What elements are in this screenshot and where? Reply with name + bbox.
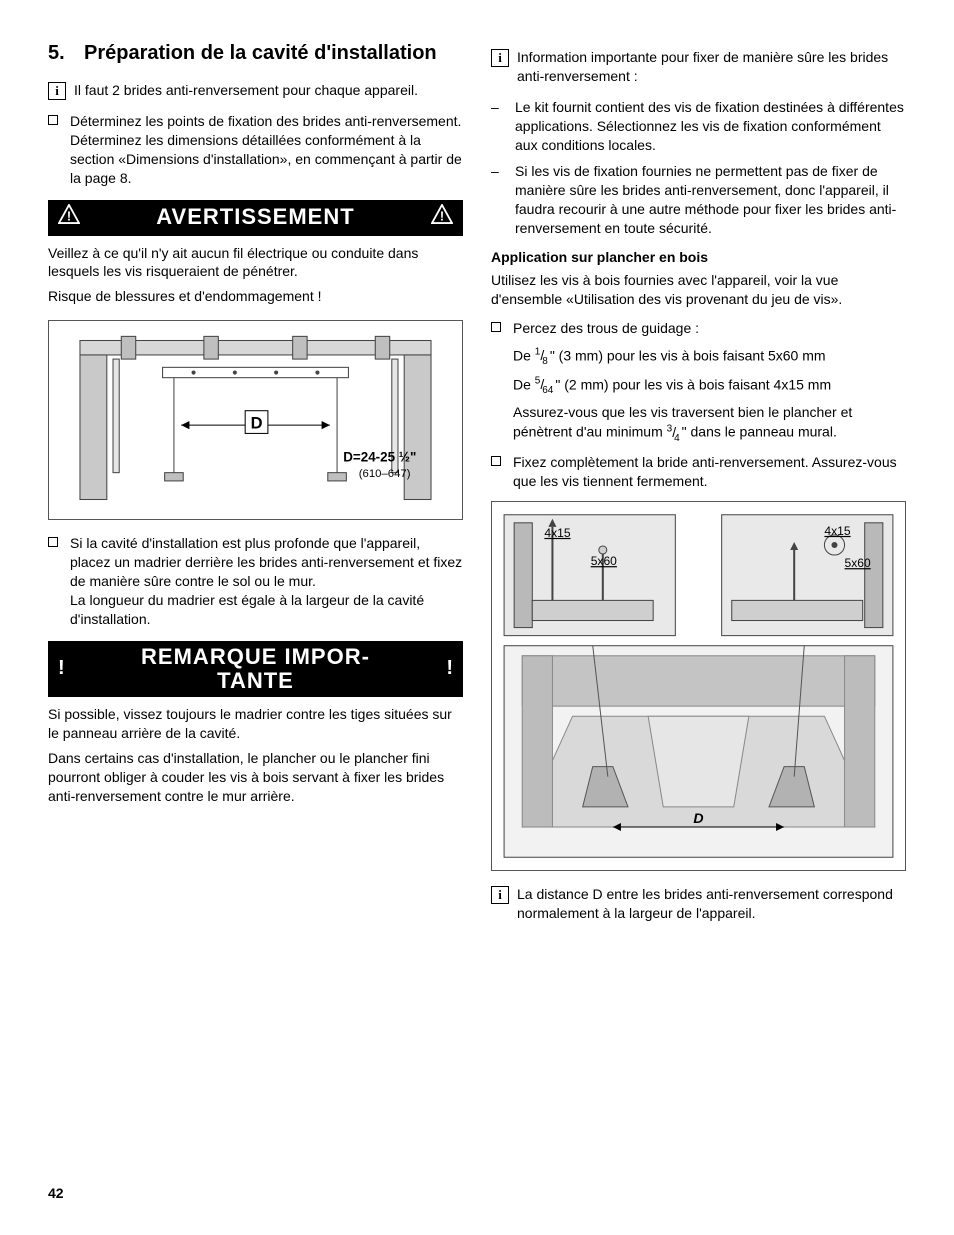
two-column-layout: 5. Préparation de la cavité d'installati… xyxy=(48,40,906,935)
checkbox-bullet-icon xyxy=(491,456,501,466)
info-text: Il faut 2 brides anti-renversement pour … xyxy=(74,81,463,100)
page-number: 42 xyxy=(48,1184,64,1203)
checklist-item-1: Déterminez les points de fixation des br… xyxy=(48,112,463,188)
checklist-item-3: Percez des trous de guidage : xyxy=(491,319,906,338)
bullet-sub: La longueur du madrier est égale à la la… xyxy=(70,591,463,629)
subheading-wood-floor: Application sur plancher en bois xyxy=(491,248,906,267)
info-icon: i xyxy=(48,82,66,100)
info-note-3: i La distance D entre les brides anti-re… xyxy=(491,885,906,923)
checkbox-bullet-icon xyxy=(48,115,58,125)
dash-text: Le kit fournit contient des vis de fixat… xyxy=(515,98,906,155)
fig1-d-sub: (610–647) xyxy=(359,468,411,480)
dash-text: Si les vis de fixation fournies ne perme… xyxy=(515,162,906,238)
bullet-sub: Déterminez les dimensions détaillées con… xyxy=(70,131,463,188)
warning-p1: Veillez à ce qu'il n'y ait aucun fil éle… xyxy=(48,244,463,282)
checklist-item-2: Si la cavité d'installation est plus pro… xyxy=(48,534,463,628)
fig2-label-4x15: 4x15 xyxy=(824,524,850,538)
figure-bracket-mounting: 4x15 5x60 4x15 5x60 xyxy=(491,501,906,871)
checkbox-bullet-icon xyxy=(48,537,58,547)
info-text: La distance D entre les brides anti-renv… xyxy=(517,885,906,923)
info-note-2: i Information importante pour fixer de m… xyxy=(491,48,906,86)
dash-bullet-icon: – xyxy=(491,98,503,117)
drill-spec-line-1: De 1/8" (3 mm) pour les vis à bois faisa… xyxy=(513,346,906,369)
warning-title: AVERTISSEMENT xyxy=(80,205,431,229)
note-body: Si possible, vissez toujours le madrier … xyxy=(48,705,463,805)
note-p2: Dans certains cas d'installation, le pla… xyxy=(48,749,463,806)
dash-item-2: – Si les vis de fixation fournies ne per… xyxy=(491,162,906,238)
checklist-item-4: Fixez complètement la bride anti-renvers… xyxy=(491,453,906,491)
heading-number: 5. xyxy=(48,40,72,67)
bullet-lead: Si la cavité d'installation est plus pro… xyxy=(70,534,463,591)
note-p1: Si possible, vissez toujours le madrier … xyxy=(48,705,463,743)
fig2-label-5x60: 5x60 xyxy=(591,554,617,568)
heading-title: Préparation de la cavité d'installation xyxy=(84,40,463,67)
exclamation-icon: ! xyxy=(58,655,65,682)
drill-spec-line-2: De 5/64" (2 mm) pour les vis à bois fais… xyxy=(513,375,906,398)
info-text: Information importante pour fixer de man… xyxy=(517,48,906,86)
section-heading: 5. Préparation de la cavité d'installati… xyxy=(48,40,463,67)
fig2-label-5x60: 5x60 xyxy=(845,556,871,570)
bullet-lead: Percez des trous de guidage : xyxy=(513,319,906,338)
warning-p2: Risque de blessures et d'endommagement ! xyxy=(48,287,463,306)
dash-item-1: – Le kit fournit contient des vis de fix… xyxy=(491,98,906,155)
warning-banner: ! AVERTISSEMENT ! xyxy=(48,200,463,236)
info-note-1: i Il faut 2 brides anti-renversement pou… xyxy=(48,81,463,100)
fig2-d-label: D xyxy=(693,810,703,826)
svg-text:!: ! xyxy=(67,208,71,223)
bullet-text: Fixez complètement la bride anti-renvers… xyxy=(513,453,906,491)
figure-cavity-dimension: D D=24-25 ½" (610–647) xyxy=(48,320,463,520)
fig1-d-label: D xyxy=(251,413,263,432)
warning-body: Veillez à ce qu'il n'y ait aucun fil éle… xyxy=(48,244,463,307)
drill-spec-note: Assurez-vous que les vis traversent bien… xyxy=(513,403,906,445)
info-icon: i xyxy=(491,886,509,904)
dash-bullet-icon: – xyxy=(491,162,503,181)
paragraph: Utilisez les vis à bois fournies avec l'… xyxy=(491,271,906,309)
info-icon: i xyxy=(491,49,509,67)
important-note-banner: ! REMARQUE IMPOR- TANTE ! xyxy=(48,641,463,697)
checkbox-bullet-icon xyxy=(491,322,501,332)
warning-triangle-icon: ! xyxy=(431,204,453,232)
svg-text:!: ! xyxy=(440,208,444,223)
warning-triangle-icon: ! xyxy=(58,204,80,232)
fig1-d-value: D=24-25 ½" xyxy=(343,450,416,465)
right-column: i Information importante pour fixer de m… xyxy=(491,40,906,935)
bullet-lead: Déterminez les points de fixation des br… xyxy=(70,112,463,131)
left-column: 5. Préparation de la cavité d'installati… xyxy=(48,40,463,935)
note-title: REMARQUE IMPOR- TANTE xyxy=(65,645,447,693)
exclamation-icon: ! xyxy=(446,655,453,682)
fig2-label-4x15: 4x15 xyxy=(544,526,570,540)
